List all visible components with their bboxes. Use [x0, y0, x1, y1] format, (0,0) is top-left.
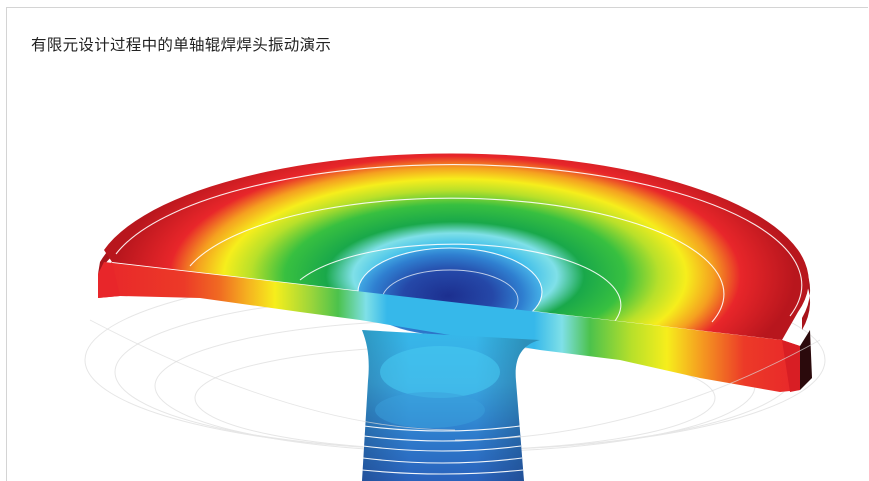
shaft-contours	[361, 425, 524, 475]
figure-caption: 有限元设计过程中的单轴辊焊焊头振动演示	[31, 36, 332, 54]
cut-face	[98, 262, 800, 392]
contour-rings	[115, 164, 803, 331]
disk-top	[104, 153, 809, 340]
